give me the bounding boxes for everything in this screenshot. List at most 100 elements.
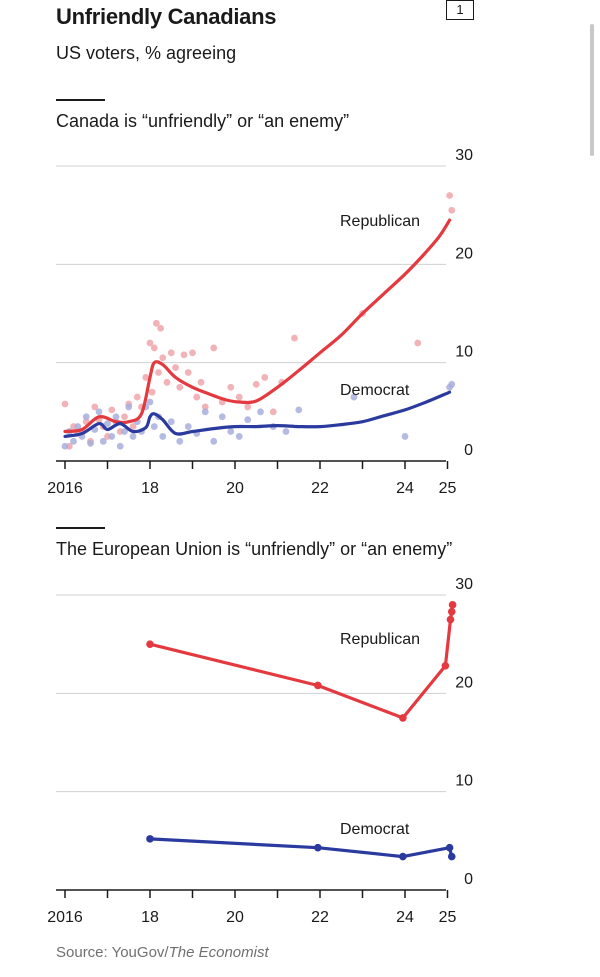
democrat-poll-point (257, 408, 264, 416)
democrat-poll-point (159, 433, 167, 440)
x-tick-label: 24 (396, 909, 414, 926)
democrat-poll-point (282, 428, 290, 435)
republican-poll-point (148, 388, 156, 396)
republican-poll-point (227, 383, 235, 391)
republican-poll-point (193, 393, 201, 401)
republican-poll-point (252, 380, 260, 388)
eu-chart: 0 10 20 30 2016 18 20 22 24 25 Republican Democrat (47, 576, 473, 926)
republican-poll-point (172, 364, 179, 371)
republican-point (447, 607, 456, 616)
x-tick-label: 18 (141, 909, 159, 926)
democrat-label: Democrat (340, 382, 410, 399)
republican-poll-point (155, 369, 162, 376)
republican-poll-point (163, 378, 171, 386)
democrat-poll-point (70, 437, 77, 445)
republican-point (441, 662, 450, 670)
figure-number-badge: 1 (446, 0, 474, 20)
democrat-poll-point (87, 439, 94, 447)
republican-poll-point (159, 354, 167, 362)
y-tick-label: 30 (455, 147, 473, 164)
democrat-poll-point (125, 403, 133, 411)
republican-poll-point (146, 339, 154, 347)
democrat-poll-point (61, 442, 69, 450)
republican-poll-point (91, 403, 99, 411)
x-tick-label: 22 (311, 909, 329, 926)
democrat-poll-point (227, 428, 235, 435)
democrat-poll-point (150, 423, 158, 430)
democrat-poll-point (74, 423, 82, 430)
x-tick-label: 2016 (47, 909, 83, 926)
republican-poll-point (108, 406, 116, 414)
democrat-poll-point (350, 393, 358, 401)
x-tick-label: 25 (439, 909, 457, 926)
republican-poll-point (448, 206, 456, 214)
republican-poll-point (261, 374, 269, 381)
republican-poll-point (129, 423, 137, 430)
x-tick-label: 20 (226, 909, 244, 926)
democrat-poll-point (184, 423, 192, 430)
republican-poll-point (180, 351, 188, 359)
chart-title: Unfriendly Canadians (56, 4, 277, 29)
democrat-poll-point (218, 413, 226, 421)
democrat-poll-point (108, 433, 116, 440)
democrat-poll-point (129, 433, 137, 440)
democrat-poll-point (99, 437, 107, 445)
democrat-line (148, 837, 454, 859)
democrat-poll-point (201, 408, 209, 416)
source-prefix: Source: YouGov/ (56, 944, 169, 961)
source-publication: The Economist (168, 944, 269, 961)
republican-poll-point (446, 192, 454, 199)
democrat-point (447, 852, 456, 861)
republican-point (314, 681, 322, 690)
republican-point (146, 640, 154, 648)
x-tick-label: 20 (226, 480, 244, 497)
republican-poll-point (121, 413, 128, 421)
republican-poll-point (189, 349, 196, 357)
republican-poll-point (61, 400, 69, 408)
x-tick-label: 25 (439, 480, 457, 497)
democrat-point (399, 852, 407, 861)
democrat-poll-point (146, 398, 154, 406)
republican-poll-point (244, 403, 252, 411)
democrat-poll-point (121, 428, 128, 435)
republican-line (148, 603, 455, 720)
x-tick-label: 24 (396, 480, 414, 497)
democrat-poll-point (116, 442, 124, 450)
democrat-point (146, 835, 154, 843)
republican-label: Republican (340, 213, 420, 230)
republican-poll-point (235, 393, 243, 401)
y-tick-label: 20 (455, 674, 473, 691)
canada-chart: 0 10 20 30 2016 18 20 22 24 25 Republican Democrat (47, 147, 473, 497)
republican-poll-point (157, 324, 165, 332)
democrat-point (314, 843, 322, 852)
democrat-poll-point (210, 437, 218, 445)
republican-poll-point (201, 403, 209, 411)
y-tick-label: 10 (455, 773, 473, 790)
y-tick-label: 0 (464, 442, 473, 459)
panel-2-rule (56, 527, 105, 529)
panel-1-rule (56, 99, 105, 101)
x-tick-label: 2016 (47, 480, 83, 497)
y-tick-label: 10 (455, 344, 473, 361)
democrat-point (445, 843, 454, 852)
panel-2-title: The European Union is “unfriendly” or “a… (56, 539, 453, 559)
republican-poll-point (133, 393, 141, 401)
republican-poll-point (291, 334, 298, 342)
democrat-poll-point (82, 413, 90, 421)
x-tick-label: 18 (141, 480, 159, 497)
democrat-poll-point (95, 408, 103, 416)
republican-poll-point (269, 408, 277, 416)
republican-point (448, 601, 457, 609)
republican-poll-point (167, 349, 175, 357)
scrollbar[interactable] (590, 24, 594, 156)
democrat-line (63, 390, 452, 438)
y-tick-label: 0 (464, 871, 473, 888)
republican-label: Republican (340, 631, 420, 648)
republican-poll-point (150, 344, 158, 352)
republican-point (399, 714, 407, 722)
republican-poll-point (197, 378, 205, 386)
x-tick-label: 22 (311, 480, 329, 497)
democrat-poll-point (112, 413, 120, 421)
democrat-poll-point (104, 420, 111, 428)
democrat-poll-point (176, 437, 184, 445)
